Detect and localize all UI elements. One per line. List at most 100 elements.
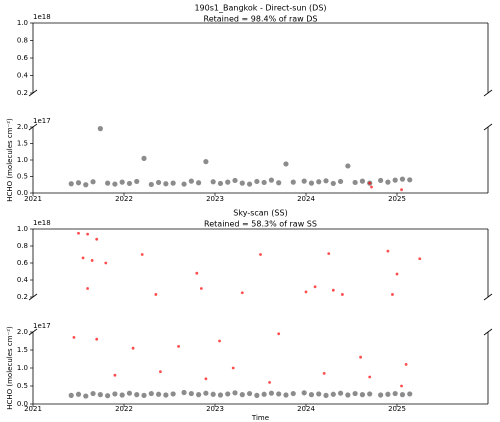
- data-point: [232, 390, 238, 396]
- data-point: [323, 392, 329, 398]
- data-point: [181, 389, 187, 396]
- data-point: [97, 126, 103, 132]
- y-tick-label: 0.2: [17, 89, 28, 97]
- data-point: [259, 253, 262, 256]
- data-point: [337, 390, 344, 396]
- data-point: [367, 391, 373, 397]
- y-tick-label: 1.0: [17, 19, 28, 27]
- data-point: [75, 180, 82, 186]
- data-point: [196, 180, 202, 186]
- data-point: [134, 392, 140, 398]
- y-offset-label: 1e18: [33, 219, 51, 227]
- data-point: [378, 177, 384, 184]
- data-point: [322, 372, 326, 375]
- data-point: [203, 159, 209, 165]
- data-point: [330, 180, 336, 187]
- data-point: [239, 392, 245, 398]
- data-point: [308, 392, 315, 398]
- data-point: [126, 180, 133, 187]
- data-point: [112, 391, 118, 397]
- data-point: [217, 392, 224, 398]
- axis-break: [483, 89, 493, 97]
- data-point: [112, 181, 118, 187]
- data-point: [210, 179, 216, 185]
- data-point: [246, 181, 253, 187]
- y-tick-label: 0.6: [17, 54, 29, 62]
- data-point: [159, 370, 162, 373]
- data-point: [378, 392, 384, 398]
- data-point: [331, 288, 335, 292]
- data-point: [341, 293, 344, 296]
- data-point: [301, 390, 307, 396]
- data-point: [283, 161, 289, 167]
- data-point: [155, 391, 162, 397]
- data-point: [399, 392, 406, 398]
- y-tick-label: 0.4: [17, 72, 29, 80]
- y-tick-label: 1.0: [17, 225, 28, 233]
- chart-title: 190s1_Bangkok - Direct-sun (DS): [194, 4, 326, 13]
- data-point: [72, 336, 76, 339]
- data-point: [83, 393, 89, 399]
- data-point: [163, 181, 169, 187]
- data-point: [240, 291, 244, 295]
- data-point: [113, 373, 117, 377]
- data-point: [399, 176, 406, 182]
- data-point: [68, 392, 74, 398]
- data-point: [155, 179, 162, 186]
- data-point: [246, 390, 253, 397]
- data-point: [232, 177, 238, 184]
- data-point: [141, 155, 147, 161]
- data-point: [368, 181, 372, 185]
- data-point: [188, 178, 194, 184]
- data-point: [90, 179, 96, 185]
- y-tick-label: 0.0: [17, 189, 28, 197]
- data-point: [407, 177, 413, 183]
- data-point: [196, 392, 202, 398]
- data-point: [231, 366, 235, 370]
- x-tick-label: 2021: [24, 195, 42, 203]
- data-point: [170, 180, 176, 186]
- y-tick-label: 0.0: [17, 400, 28, 408]
- data-point: [276, 391, 282, 397]
- x-axis-label: Time: [251, 414, 269, 422]
- data-point: [225, 391, 231, 397]
- data-point: [154, 293, 158, 296]
- data-point: [304, 290, 308, 294]
- data-point: [400, 188, 403, 192]
- y-tick-label: 2.0: [17, 328, 28, 336]
- data-point: [385, 179, 391, 185]
- data-point: [370, 185, 373, 189]
- data-point: [217, 180, 224, 187]
- data-point: [391, 293, 394, 296]
- data-point: [261, 179, 267, 186]
- data-point: [268, 177, 275, 183]
- x-tick-label: 2022: [115, 195, 133, 203]
- data-point: [104, 261, 108, 265]
- data-point: [131, 346, 135, 350]
- data-point: [119, 392, 125, 398]
- data-point: [254, 392, 260, 398]
- data-point: [352, 390, 358, 397]
- data-point: [395, 272, 399, 276]
- data-point: [359, 392, 366, 398]
- data-point: [268, 381, 271, 384]
- data-point: [140, 253, 144, 256]
- data-point: [90, 390, 96, 397]
- y-tick-label: 1.0: [17, 364, 28, 372]
- data-point: [77, 231, 80, 235]
- data-point: [359, 355, 362, 359]
- data-point: [386, 249, 390, 253]
- data-point: [327, 252, 331, 256]
- data-point: [308, 180, 315, 186]
- data-point: [359, 178, 366, 184]
- data-point: [316, 391, 322, 397]
- data-point: [283, 392, 289, 398]
- data-point: [83, 182, 89, 188]
- y-tick-label: 0.5: [17, 173, 28, 181]
- y-tick-label: 0.8: [17, 242, 28, 250]
- y-tick-label: 1.0: [17, 156, 28, 164]
- y-tick-label: 0.6: [17, 259, 29, 267]
- data-point: [239, 180, 245, 186]
- y-offset-label: 1e17: [33, 322, 51, 330]
